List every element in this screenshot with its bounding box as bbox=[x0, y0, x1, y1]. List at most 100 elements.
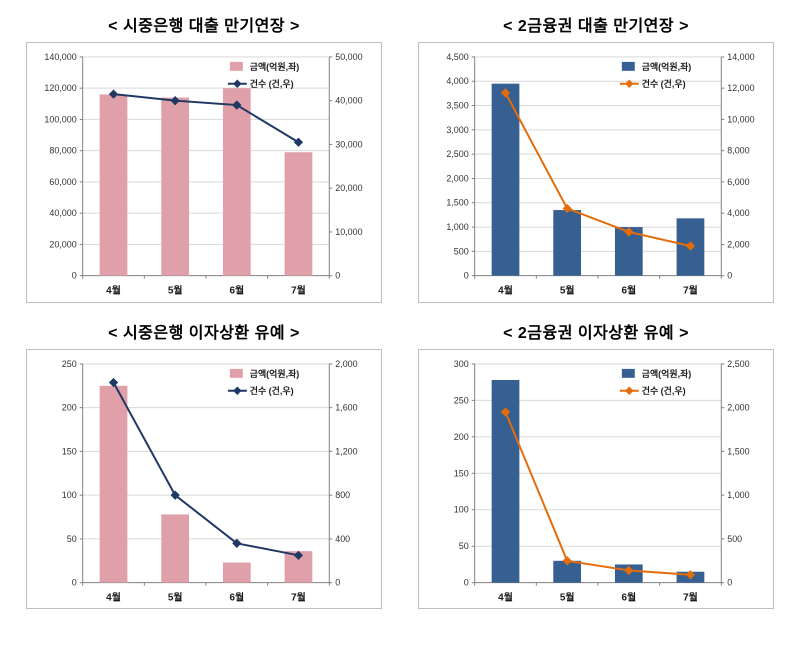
svg-text:2,000: 2,000 bbox=[727, 402, 749, 412]
svg-text:금액(억원,좌): 금액(억원,좌) bbox=[642, 61, 692, 72]
svg-text:0: 0 bbox=[727, 271, 732, 281]
svg-text:12,000: 12,000 bbox=[727, 83, 754, 93]
svg-text:금액(억원,좌): 금액(억원,좌) bbox=[250, 367, 300, 378]
svg-text:4,500: 4,500 bbox=[446, 52, 468, 62]
svg-text:20,000: 20,000 bbox=[49, 239, 76, 249]
right-axis: 0 2,000 4,000 6,000 8,000 10,000 12,000 14,000 bbox=[720, 52, 755, 281]
chart-box: 0 20,000 40,000 60,000 80,000 100,000 120,000 1… bbox=[26, 42, 382, 303]
legend: 금액(억원,좌) 건수 (건,우) bbox=[619, 367, 692, 395]
svg-text:0: 0 bbox=[72, 271, 77, 281]
chart-title: < 시중은행 대출 만기연장 > bbox=[108, 18, 300, 35]
svg-text:14,000: 14,000 bbox=[727, 52, 754, 62]
x-axis: 4월 5월 6월 7월 bbox=[82, 581, 330, 603]
svg-text:3,000: 3,000 bbox=[446, 125, 468, 135]
svg-text:50: 50 bbox=[459, 541, 469, 551]
svg-text:800: 800 bbox=[335, 490, 350, 500]
svg-text:140,000: 140,000 bbox=[44, 52, 76, 62]
svg-text:0: 0 bbox=[335, 577, 340, 587]
svg-text:4월: 4월 bbox=[106, 285, 121, 297]
bar-series bbox=[99, 385, 313, 583]
svg-text:7월: 7월 bbox=[291, 285, 306, 297]
svg-text:6월: 6월 bbox=[621, 591, 636, 603]
svg-text:2,500: 2,500 bbox=[727, 358, 749, 368]
svg-text:300: 300 bbox=[454, 358, 469, 368]
combo-chart-nonbank-deferment: 0 50 100 150 200 250 300 0 500 1,000 1,500 2,000 2,5… bbox=[454, 358, 750, 603]
right-axis: 0 400 800 1,200 1,600 2,000 bbox=[328, 358, 358, 587]
chart-box: 0 500 1,000 1,500 2,000 2,500 3,000 3,500 4,000 4… bbox=[418, 42, 774, 303]
svg-text:0: 0 bbox=[335, 271, 340, 281]
svg-text:100: 100 bbox=[454, 504, 469, 514]
svg-text:4월: 4월 bbox=[498, 285, 513, 297]
svg-text:건수 (건,우): 건수 (건,우) bbox=[642, 384, 686, 395]
legend: 금액(억원,좌) 건수 (건,우) bbox=[619, 61, 692, 89]
svg-text:100: 100 bbox=[62, 490, 77, 500]
line-series bbox=[500, 406, 696, 579]
svg-text:10,000: 10,000 bbox=[335, 227, 362, 237]
svg-text:500: 500 bbox=[454, 246, 469, 256]
svg-text:금액(억원,좌): 금액(억원,좌) bbox=[250, 61, 300, 72]
combo-chart-nonbank-maturity: 0 500 1,000 1,500 2,000 2,500 3,000 3,500 4,000 4… bbox=[446, 52, 755, 297]
svg-text:10,000: 10,000 bbox=[727, 114, 754, 124]
svg-text:2,000: 2,000 bbox=[446, 173, 468, 183]
svg-text:3,500: 3,500 bbox=[446, 101, 468, 111]
svg-text:0: 0 bbox=[464, 577, 469, 587]
legend: 금액(억원,좌) 건수 (건,우) bbox=[227, 61, 300, 89]
svg-text:0: 0 bbox=[464, 271, 469, 281]
line-series bbox=[500, 88, 696, 251]
x-axis: 4월 5월 6월 7월 bbox=[474, 275, 722, 297]
bar-series bbox=[491, 83, 705, 276]
chart-panel-bank-deferment: < 시중은행 이자상환 유예 > 0 50 100 150 200 250 0 400 800 1… bbox=[26, 313, 382, 610]
left-axis: 0 500 1,000 1,500 2,000 2,500 3,000 3,500 4,000 4… bbox=[446, 52, 476, 281]
bar-series bbox=[491, 379, 705, 583]
svg-text:0: 0 bbox=[727, 577, 732, 587]
right-axis: 0 500 1,000 1,500 2,000 2,500 bbox=[720, 358, 750, 587]
svg-text:400: 400 bbox=[335, 533, 350, 543]
svg-text:금액(억원,좌): 금액(억원,좌) bbox=[642, 367, 692, 378]
svg-text:60,000: 60,000 bbox=[49, 177, 76, 187]
svg-text:6월: 6월 bbox=[621, 285, 636, 297]
svg-text:1,200: 1,200 bbox=[335, 446, 357, 456]
svg-text:5월: 5월 bbox=[560, 591, 575, 603]
svg-text:30,000: 30,000 bbox=[335, 139, 362, 149]
line-series bbox=[108, 89, 304, 147]
charts-grid: < 시중은행 대출 만기연장 > 0 20,000 40,000 60,000 80,0… bbox=[26, 6, 774, 610]
svg-text:7월: 7월 bbox=[683, 285, 698, 297]
svg-text:건수 (건,우): 건수 (건,우) bbox=[642, 78, 686, 89]
chart-box: 0 50 100 150 200 250 300 0 500 1,000 1,500 2,000 2,5… bbox=[418, 348, 774, 610]
svg-text:50,000: 50,000 bbox=[335, 52, 362, 62]
svg-text:6월: 6월 bbox=[229, 285, 244, 297]
svg-text:8,000: 8,000 bbox=[727, 146, 749, 156]
legend: 금액(억원,좌) 건수 (건,우) bbox=[227, 367, 300, 395]
svg-text:건수 (건,우): 건수 (건,우) bbox=[250, 384, 294, 395]
svg-text:1,600: 1,600 bbox=[335, 402, 357, 412]
chart-title: < 2금융권 이자상환 유예 > bbox=[503, 324, 689, 342]
svg-text:200: 200 bbox=[62, 402, 77, 412]
svg-text:250: 250 bbox=[62, 358, 77, 368]
svg-text:6,000: 6,000 bbox=[727, 177, 749, 187]
svg-text:1,500: 1,500 bbox=[727, 446, 749, 456]
combo-chart-bank-deferment: 0 50 100 150 200 250 0 400 800 1,200 1,600 2,000 4월 5… bbox=[62, 358, 358, 603]
svg-text:7월: 7월 bbox=[291, 591, 306, 603]
svg-text:20,000: 20,000 bbox=[335, 183, 362, 193]
combo-chart-bank-maturity: 0 20,000 40,000 60,000 80,000 100,000 120,000 1… bbox=[44, 52, 363, 297]
svg-text:건수 (건,우): 건수 (건,우) bbox=[250, 78, 294, 89]
chart-panel-nonbank-deferment: < 2금융권 이자상환 유예 > 0 50 100 150 200 250 300 0 500 1… bbox=[418, 313, 774, 610]
svg-text:150: 150 bbox=[62, 446, 77, 456]
chart-title: < 시중은행 이자상환 유예 > bbox=[108, 324, 300, 342]
right-axis: 0 10,000 20,000 30,000 40,000 50,000 bbox=[328, 52, 363, 281]
chart-panel-nonbank-maturity: < 2금융권 대출 만기연장 > 0 500 1,000 1,500 2,000 2,50… bbox=[418, 6, 774, 303]
svg-text:2,500: 2,500 bbox=[446, 149, 468, 159]
svg-text:40,000: 40,000 bbox=[49, 208, 76, 218]
chart-panel-bank-maturity: < 시중은행 대출 만기연장 > 0 20,000 40,000 60,000 80,0… bbox=[26, 6, 382, 303]
svg-text:6월: 6월 bbox=[229, 591, 244, 603]
left-axis: 0 20,000 40,000 60,000 80,000 100,000 120,000 1… bbox=[44, 52, 84, 281]
svg-text:4,000: 4,000 bbox=[727, 208, 749, 218]
svg-text:1,000: 1,000 bbox=[446, 222, 468, 232]
svg-text:500: 500 bbox=[727, 533, 742, 543]
svg-text:2,000: 2,000 bbox=[727, 239, 749, 249]
svg-text:5월: 5월 bbox=[560, 285, 575, 297]
svg-text:5월: 5월 bbox=[168, 591, 183, 603]
svg-text:100,000: 100,000 bbox=[44, 114, 76, 124]
svg-text:4,000: 4,000 bbox=[446, 76, 468, 86]
svg-text:1,500: 1,500 bbox=[446, 198, 468, 208]
